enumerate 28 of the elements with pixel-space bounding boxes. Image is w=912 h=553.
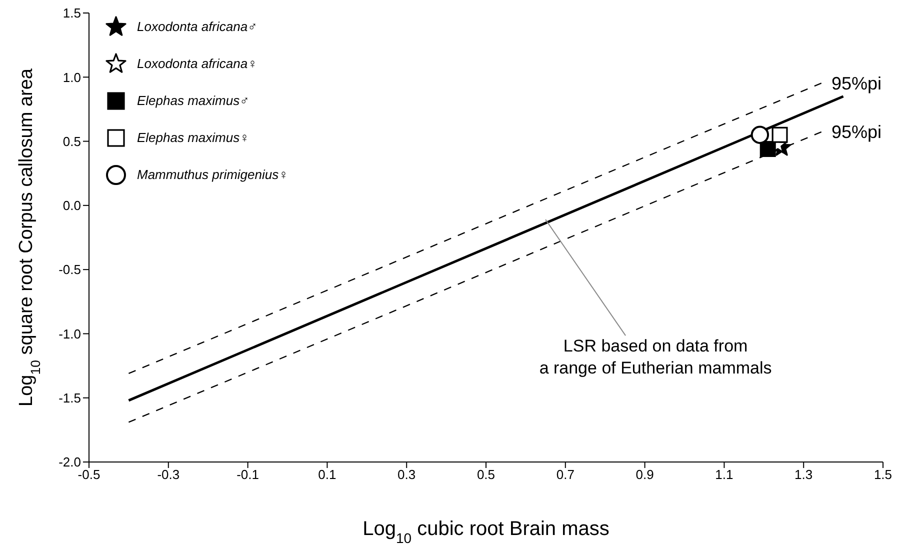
annotation: LSR based on data from a range of Eutherian mammals [539, 336, 772, 378]
y-tick-label: 1.5 [62, 6, 81, 21]
y-tick-label: -0.5 [58, 262, 81, 278]
x-axis-title: Log$_{10}$ cubic root Brain mass [362, 518, 610, 546]
x-tick-label: 1.5 [874, 467, 892, 482]
legend-label: Mammuthus primigenius♀ [137, 167, 288, 182]
legend-label: Loxodonta africana♂ [137, 19, 258, 34]
annotation: 95%pi [831, 73, 882, 94]
x-tick-label: 1.1 [715, 467, 734, 482]
y-tick-label: -2.0 [58, 454, 81, 470]
y-tick-label: -1.0 [58, 326, 81, 342]
legend-label: Elephas maximus♀ [137, 130, 250, 145]
legend-label: Loxodonta africana♀ [137, 56, 258, 71]
x-tick-label: 0.3 [398, 467, 416, 482]
x-tick-label: 0.1 [318, 467, 336, 482]
x-tick-label: -0.1 [236, 467, 260, 482]
y-tick-label: 0.0 [62, 198, 81, 214]
x-tick-label: 0.5 [476, 467, 496, 482]
x-tick-label: 0.7 [556, 467, 574, 482]
y-tick-label: 0.5 [62, 134, 81, 149]
y-tick-label: 1.0 [62, 70, 81, 85]
x-tick-label: -0.3 [157, 467, 180, 482]
legend-label: Elephas maximus♂ [137, 93, 250, 108]
x-tick-label: 0.9 [636, 467, 654, 482]
x-tick-label: 1.3 [794, 467, 813, 482]
y-tick-label: -1.5 [58, 390, 81, 406]
x-tick-label: -0.5 [78, 467, 100, 482]
annotation: 95%pi [831, 122, 882, 142]
